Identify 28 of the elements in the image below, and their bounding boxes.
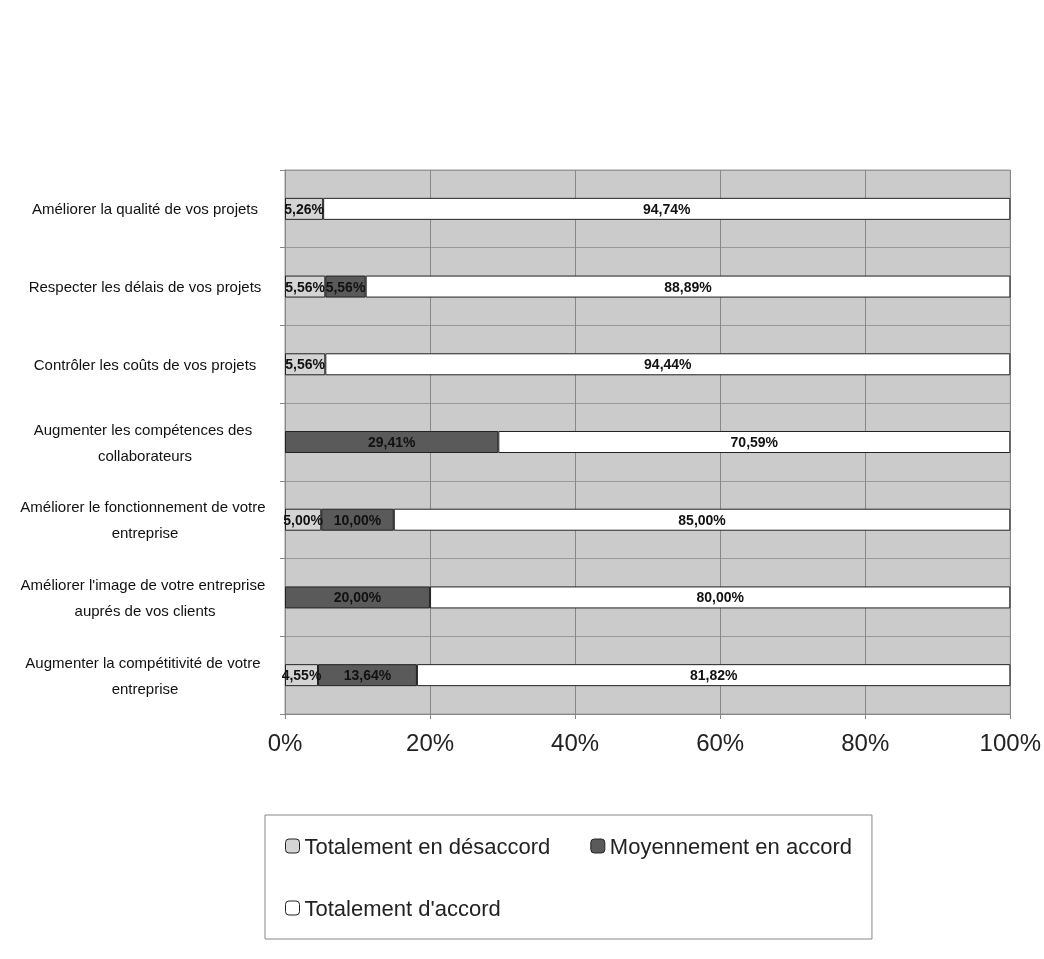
data-label: 10,00% <box>333 511 382 528</box>
data-label: 29,41% <box>367 434 416 450</box>
data-label: 94,44% <box>644 356 693 373</box>
legend-label: Totalement en désaccord <box>304 833 551 859</box>
data-label: 5,56% <box>325 278 366 295</box>
y-tick-label: Améliorer la qualité de vos projets <box>32 200 258 218</box>
x-tick-label: 20% <box>406 728 455 756</box>
data-label: 88,89% <box>664 278 713 295</box>
x-tick-label: 80% <box>841 728 890 756</box>
data-label: 20,00% <box>333 589 382 606</box>
legend-label: Moyennement en accord <box>609 833 852 859</box>
y-tick-label: Contrôler les coûts de vos projets <box>33 355 257 373</box>
y-tick-label: Respecter les délais de vos projets <box>28 278 262 296</box>
data-label: 80,00% <box>696 589 745 606</box>
data-label: 13,64% <box>343 667 392 684</box>
x-tick-label: 100% <box>979 728 1041 756</box>
data-label: 70,59% <box>730 434 779 450</box>
y-tick-label: Améliorer le fonctionnement de votre entreprise <box>20 498 270 542</box>
data-label: 94,74% <box>642 200 692 217</box>
legend-label: Totalement d'accord <box>304 895 501 921</box>
x-tick-label: 0% <box>267 728 303 756</box>
data-label: 85,00% <box>678 511 727 528</box>
y-tick-label: Améliorer l'image de votre entreprise auprés de vos clients <box>20 575 270 619</box>
y-tick-label: Augmenter la compétitivité de votre entreprise <box>25 653 265 697</box>
data-label: 81,82% <box>689 667 738 684</box>
x-tick-label: 40% <box>551 728 600 756</box>
y-tick-label: Augmenter les compétences des collaborateurs <box>33 420 257 464</box>
x-tick-label: 60% <box>696 728 745 756</box>
